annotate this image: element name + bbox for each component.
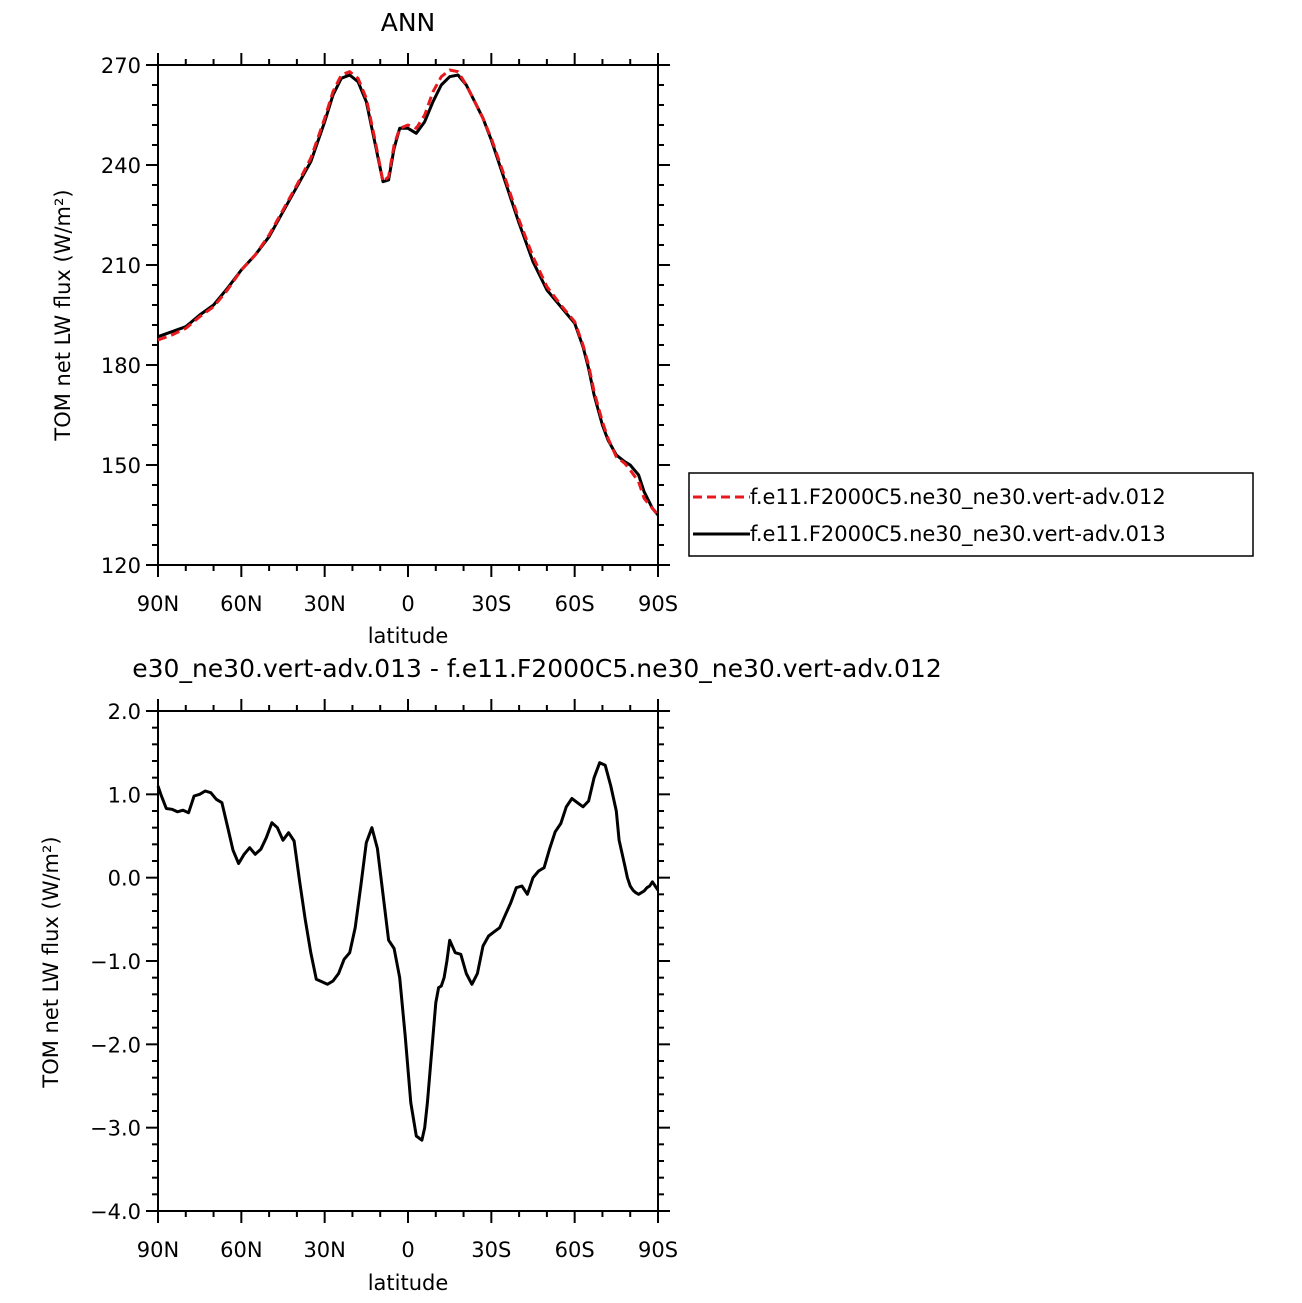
legend-label-exp013: f.e11.F2000C5.ne30_ne30.vert-adv.013 [750, 522, 1166, 547]
top-panel-legend: f.e11.F2000C5.ne30_ne30.vert-adv.012 f.e… [688, 472, 1254, 557]
y-tick-label: −4.0 [90, 1200, 141, 1224]
top-panel-title: ANN [381, 8, 436, 37]
y-tick-label: 180 [101, 354, 141, 378]
bottom-panel-xlabel: latitude [368, 1271, 449, 1295]
top-panel-ylabel: TOM net LW flux (W/m²) [51, 189, 75, 441]
x-tick-label: 30N [303, 592, 345, 616]
x-tick-label: 0 [401, 1238, 414, 1262]
bottom-panel-series [156, 761, 660, 1142]
x-tick-label: 30S [471, 592, 511, 616]
x-tick-label: 90S [638, 1238, 678, 1262]
x-tick-label: 30S [471, 1238, 511, 1262]
x-tick-label: 90N [137, 1238, 179, 1262]
top-panel-xlabel: latitude [368, 624, 449, 648]
bottom-panel-ylabel: TOM net LW flux (W/m²) [39, 836, 63, 1088]
y-tick-label: 270 [101, 54, 141, 78]
y-tick-label: 240 [101, 154, 141, 178]
y-tick-label: 0.0 [108, 867, 141, 891]
top-panel-axes: 90N 60N 30N 0 30S 60S 90S 120 150 180 210 240 270 [101, 53, 678, 616]
y-tick-label: 210 [101, 254, 141, 278]
bottom-panel-axes: 90N 60N 30N 0 30S 60S 90S −4.0 −3.0 −2.0 −1.0 0.0 1.… [90, 699, 678, 1262]
top-panel-series [157, 68, 660, 516]
series-line-exp012 [157, 68, 660, 516]
x-tick-label: 30N [303, 1238, 345, 1262]
y-tick-label: 120 [101, 554, 141, 578]
x-tick-label: 90S [638, 592, 678, 616]
y-tick-label: −1.0 [90, 950, 141, 974]
x-tick-label: 60S [555, 592, 595, 616]
x-tick-label: 60N [220, 1238, 262, 1262]
legend-box [688, 472, 1254, 557]
y-tick-label: 2.0 [108, 700, 141, 724]
x-tick-label: 60N [220, 592, 262, 616]
legend-label-exp012: f.e11.F2000C5.ne30_ne30.vert-adv.012 [750, 485, 1166, 510]
y-tick-label: −3.0 [90, 1117, 141, 1141]
x-tick-label: 90N [137, 592, 179, 616]
x-tick-label: 60S [555, 1238, 595, 1262]
bottom-panel-title: e30_ne30.vert-adv.013 - f.e11.F2000C5.ne… [132, 654, 941, 683]
x-tick-label: 0 [401, 592, 414, 616]
plot-frame [157, 710, 659, 1212]
y-tick-label: 1.0 [108, 783, 141, 807]
plot-frame [157, 64, 659, 566]
series-line-exp013 [157, 73, 660, 516]
series-line-difference [156, 761, 660, 1142]
y-tick-label: 150 [101, 454, 141, 478]
top-panel: ANN 90N 60N 30N 0 30S 60S 90S 120 150 180 210 240 27… [51, 8, 678, 648]
bottom-panel: e30_ne30.vert-adv.013 - f.e11.F2000C5.ne… [39, 654, 942, 1295]
y-tick-label: −2.0 [90, 1033, 141, 1057]
